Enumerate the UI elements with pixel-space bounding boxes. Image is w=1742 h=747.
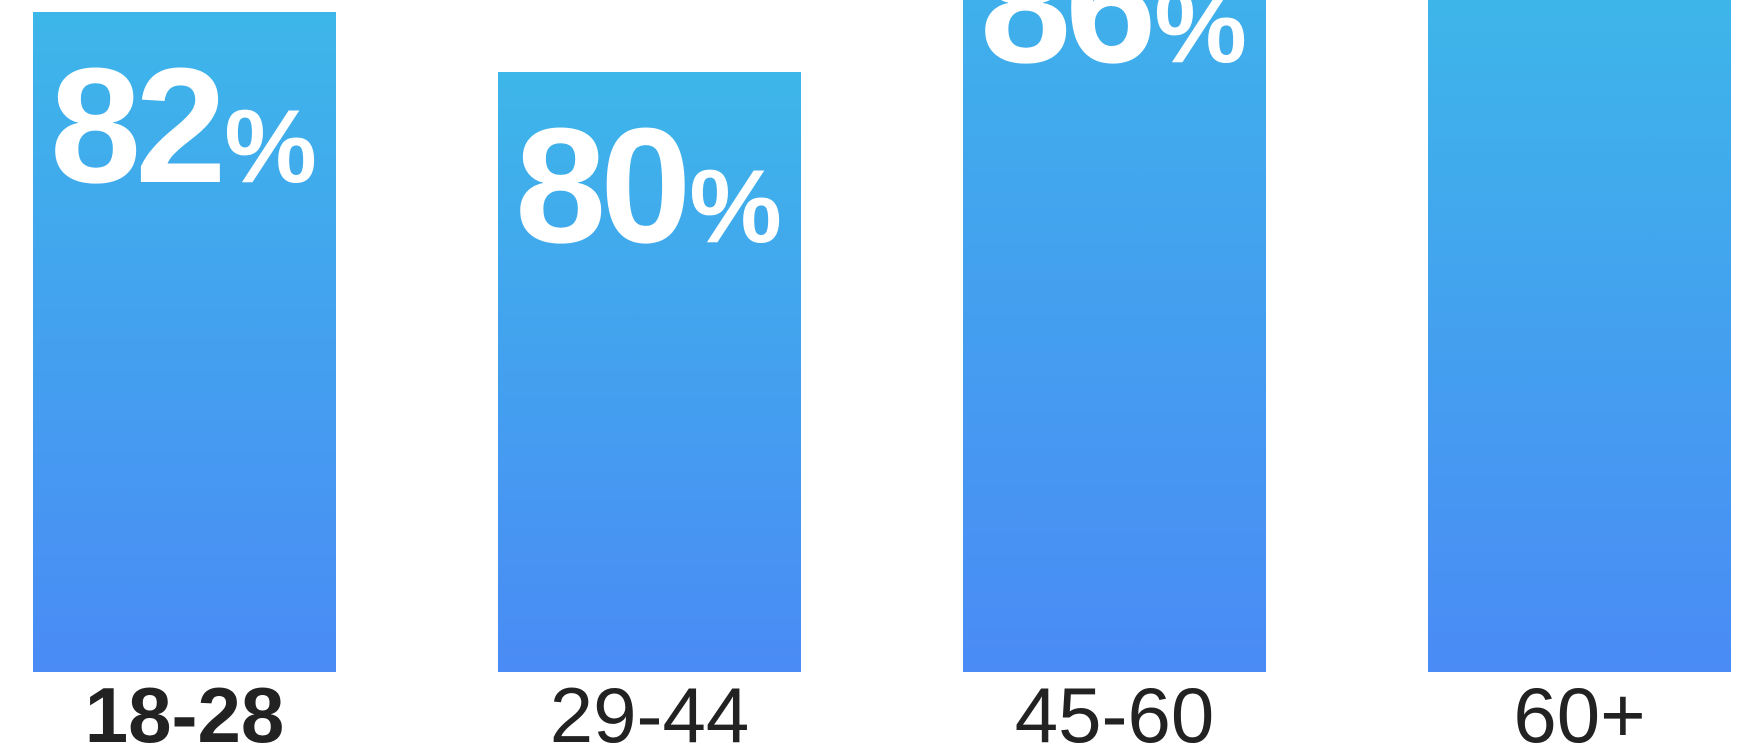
category-label-45-60: 45-60 [1015,671,1215,747]
category-label-29-44: 29-44 [550,671,750,747]
category-labels-layer: 18-28 29-44 45-60 60+ [85,671,1646,747]
value-label-45-60: 86% [980,0,1247,97]
bar-60 [1428,0,1731,672]
value-labels-layer: 82% 80% 86% [50,0,1247,277]
bars-layer [33,0,1731,672]
bar-29-44 [498,72,801,672]
value-label-29-44: 80% [515,94,782,277]
category-label-60: 60+ [1513,671,1645,747]
bar-45-60 [963,0,1266,672]
bar-18-28 [33,12,336,672]
value-label-18-28: 82% [50,34,317,217]
category-label-18-28: 18-28 [85,671,285,747]
